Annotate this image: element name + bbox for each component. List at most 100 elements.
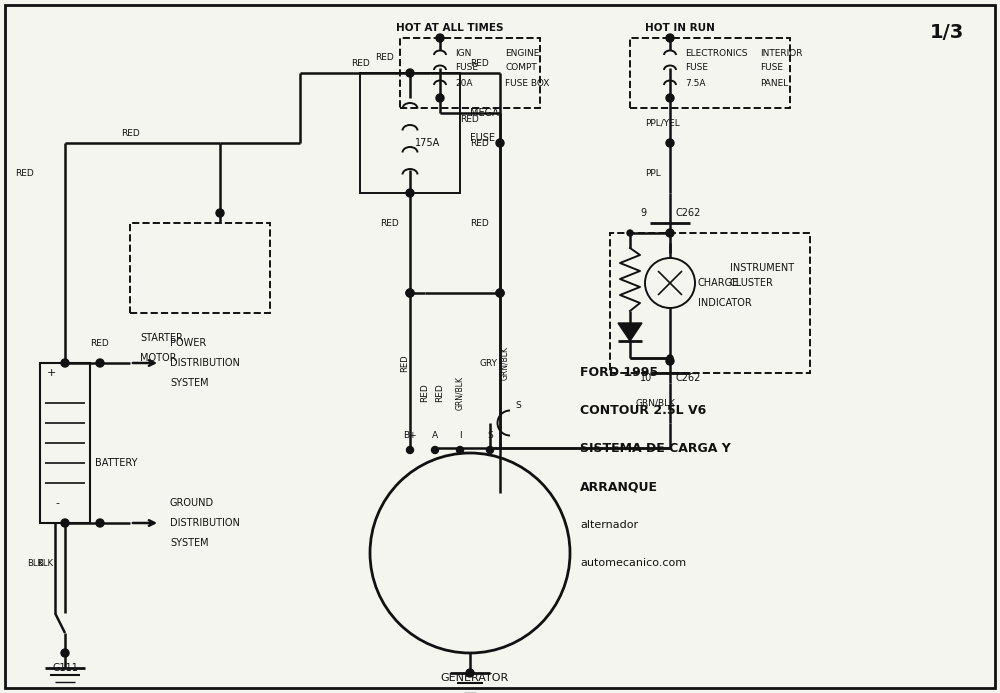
Circle shape xyxy=(216,209,224,217)
Text: MOTOR: MOTOR xyxy=(140,353,176,363)
Text: FORD 1995: FORD 1995 xyxy=(580,367,658,380)
Circle shape xyxy=(486,446,494,453)
Text: RED: RED xyxy=(380,218,399,227)
Text: B+: B+ xyxy=(403,430,417,439)
Text: RED: RED xyxy=(351,58,369,67)
Text: C262: C262 xyxy=(675,208,700,218)
Text: S: S xyxy=(515,401,521,410)
Text: CHARGE: CHARGE xyxy=(698,278,739,288)
Circle shape xyxy=(496,289,504,297)
Text: PPL/YEL: PPL/YEL xyxy=(645,119,680,128)
Circle shape xyxy=(61,649,69,657)
Text: CONTOUR 2.5L V6: CONTOUR 2.5L V6 xyxy=(580,405,706,417)
Text: SYSTEM: SYSTEM xyxy=(170,538,209,548)
Text: RED: RED xyxy=(470,58,489,67)
Circle shape xyxy=(666,34,674,42)
Bar xyxy=(630,38,790,108)
Text: GENERATOR: GENERATOR xyxy=(440,673,508,683)
Circle shape xyxy=(496,139,504,147)
Text: GRN/BLK: GRN/BLK xyxy=(456,376,464,410)
Circle shape xyxy=(436,34,444,42)
Circle shape xyxy=(406,69,414,77)
Text: RED: RED xyxy=(375,53,394,62)
Text: INSTRUMENT: INSTRUMENT xyxy=(730,263,794,273)
Text: 1/3: 1/3 xyxy=(930,23,964,42)
Text: 175A: 175A xyxy=(415,138,440,148)
Text: automecanico.com: automecanico.com xyxy=(580,558,686,568)
Circle shape xyxy=(666,94,674,102)
Bar xyxy=(40,363,90,523)
Circle shape xyxy=(627,230,633,236)
Text: FUSE: FUSE xyxy=(455,64,478,73)
Circle shape xyxy=(61,359,69,367)
Text: DISTRIBUTION: DISTRIBUTION xyxy=(170,358,240,368)
Circle shape xyxy=(406,189,414,197)
Text: FUSE BOX: FUSE BOX xyxy=(505,78,549,87)
Text: ELECTRONICS: ELECTRONICS xyxy=(685,49,748,58)
Circle shape xyxy=(666,229,674,237)
Circle shape xyxy=(436,94,444,102)
Text: ARRANQUE: ARRANQUE xyxy=(580,480,658,493)
Circle shape xyxy=(666,357,674,365)
Text: DISTRIBUTION: DISTRIBUTION xyxy=(170,518,240,528)
Text: G111: G111 xyxy=(52,663,78,673)
Text: RED: RED xyxy=(470,218,489,227)
Text: A: A xyxy=(432,430,438,439)
Text: PANEL: PANEL xyxy=(760,78,788,87)
Text: BLK: BLK xyxy=(37,559,53,568)
Text: FUSE: FUSE xyxy=(685,64,708,73)
Text: COMPT: COMPT xyxy=(505,64,537,73)
Text: ENGINE: ENGINE xyxy=(505,49,539,58)
Text: 9: 9 xyxy=(640,208,646,218)
Circle shape xyxy=(406,289,414,297)
Circle shape xyxy=(496,289,504,297)
Text: RED: RED xyxy=(90,338,109,347)
Text: IGN: IGN xyxy=(455,49,471,58)
Circle shape xyxy=(96,519,104,527)
Text: BLK: BLK xyxy=(27,559,43,568)
Text: BATTERY: BATTERY xyxy=(95,458,138,468)
Circle shape xyxy=(96,359,104,367)
Circle shape xyxy=(432,446,438,453)
Text: FUSE: FUSE xyxy=(470,133,495,143)
Text: HOT AT ALL TIMES: HOT AT ALL TIMES xyxy=(396,23,504,33)
Text: RED: RED xyxy=(460,116,479,125)
Text: INTERIOR: INTERIOR xyxy=(760,49,802,58)
Text: RED: RED xyxy=(436,384,444,403)
Circle shape xyxy=(406,289,414,297)
Text: POWER: POWER xyxy=(170,338,206,348)
Text: RED: RED xyxy=(16,168,34,177)
Text: C262: C262 xyxy=(675,373,700,383)
Circle shape xyxy=(667,355,673,361)
Text: STARTER: STARTER xyxy=(140,333,183,343)
Text: RED: RED xyxy=(470,139,489,148)
Bar xyxy=(610,233,810,373)
Bar xyxy=(130,223,270,313)
Text: FUSE: FUSE xyxy=(760,64,783,73)
Circle shape xyxy=(406,446,414,453)
Text: +: + xyxy=(47,368,56,378)
Text: HOT IN RUN: HOT IN RUN xyxy=(645,23,715,33)
Circle shape xyxy=(456,446,464,453)
Text: PPL: PPL xyxy=(645,168,661,177)
Text: GRN/BLK: GRN/BLK xyxy=(501,346,510,380)
Text: MEGA: MEGA xyxy=(470,108,499,118)
Text: RED: RED xyxy=(420,384,430,403)
Text: SISTEMA DE CARGA Y: SISTEMA DE CARGA Y xyxy=(580,443,731,455)
Text: RED: RED xyxy=(400,354,410,372)
Bar xyxy=(400,38,540,108)
Text: -: - xyxy=(55,498,59,508)
Text: 10: 10 xyxy=(640,373,652,383)
Text: SYSTEM: SYSTEM xyxy=(170,378,209,388)
Text: S: S xyxy=(487,430,493,439)
Text: GROUND: GROUND xyxy=(170,498,214,508)
Polygon shape xyxy=(618,323,642,341)
Text: RED: RED xyxy=(121,128,139,137)
Text: CLUSTER: CLUSTER xyxy=(730,278,774,288)
Circle shape xyxy=(466,669,474,677)
Circle shape xyxy=(61,519,69,527)
Text: I: I xyxy=(459,430,461,439)
Circle shape xyxy=(666,139,674,147)
Text: GRY: GRY xyxy=(480,358,498,367)
Bar xyxy=(360,73,460,193)
